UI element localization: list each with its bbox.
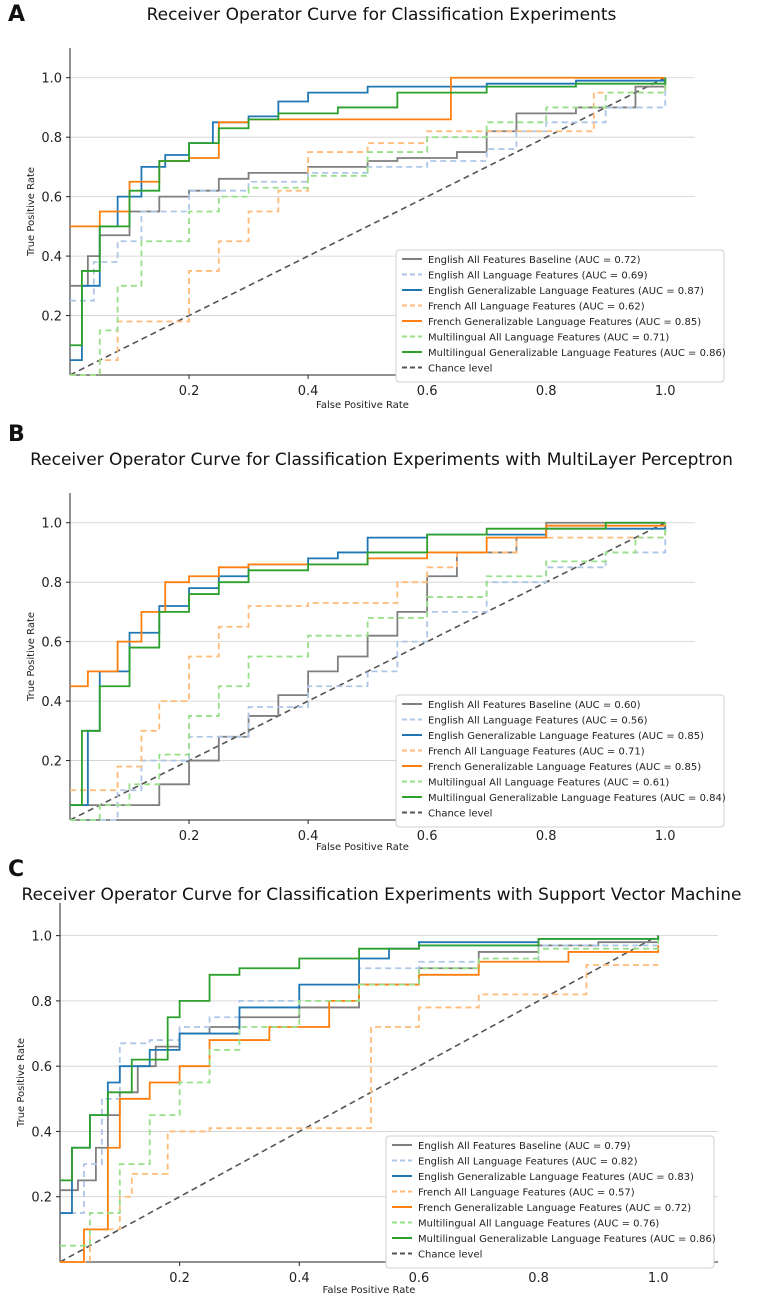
chart-title: Receiver Operator Curve for Classificati… — [21, 885, 742, 905]
series-line — [70, 77, 667, 302]
panel-a: A Receiver Operator Curve for Classifica… — [0, 0, 763, 430]
roc-chart-b: 0.2 0.4 0.6 0.8 1.0 0.2 0.4 0.6 0.8 1.0 False Posi… — [26, 493, 726, 853]
series-line — [70, 77, 667, 376]
x-tick-label: 0.6 — [417, 829, 438, 844]
legend-label: Multilingual Generalizable Language Feat… — [428, 348, 726, 359]
y-axis-label: True Positive Rate — [26, 612, 37, 702]
series-line — [69, 522, 666, 821]
panel-letter: C — [8, 857, 25, 882]
series-line — [70, 522, 667, 821]
x-tick-label: 0.6 — [409, 1271, 430, 1286]
legend-label: English Generalizable Language Features … — [428, 286, 704, 297]
series-line — [60, 935, 660, 1247]
series-line — [70, 522, 667, 688]
legend-label: English All Features Baseline (AUC = 0.7… — [418, 1141, 631, 1152]
series-line — [70, 521, 666, 807]
series-line — [69, 77, 666, 376]
y-tick-label: 0.2 — [41, 310, 62, 325]
x-tick-label: 1.0 — [648, 1271, 669, 1286]
x-tick-label: 1.0 — [655, 829, 676, 844]
y-tick-label: 0.4 — [41, 250, 62, 265]
y-tick-label: 0.2 — [31, 1191, 52, 1206]
x-axis-label: False Positive Rate — [316, 842, 409, 853]
series-line — [70, 522, 667, 792]
legend-label: French Generalizable Language Features (… — [428, 762, 701, 773]
x-tick-label: 0.2 — [179, 829, 200, 844]
panel-c: C Receiver Operator Curve for Classifica… — [0, 855, 763, 1300]
legend-box — [395, 694, 725, 828]
y-tick-label: 0.8 — [41, 131, 62, 146]
legend-label: Chance level — [428, 364, 492, 375]
legend-box — [395, 249, 725, 383]
y-tick-label: 1.0 — [41, 72, 62, 87]
legend-label: Chance level — [428, 809, 492, 820]
legend-label: English All Language Features (AUC = 0.5… — [428, 716, 648, 727]
y-tick-label: 1.0 — [31, 930, 52, 945]
y-axis-label: True Positive Rate — [16, 1038, 27, 1128]
x-tick-label: 0.4 — [298, 384, 319, 399]
legend-label: English Generalizable Language Features … — [428, 731, 704, 742]
legend-box — [385, 1135, 715, 1269]
legend-label: English All Language Features (AUC = 0.8… — [418, 1157, 638, 1168]
panel-letter: B — [8, 422, 25, 447]
legend-label: Multilingual All Language Features (AUC … — [428, 778, 669, 789]
panel-b: B Receiver Operator Curve for Classifica… — [0, 420, 763, 860]
chart-title: Receiver Operator Curve for Classificati… — [146, 5, 617, 25]
legend-label: Multilingual All Language Features (AUC … — [418, 1219, 659, 1230]
legend-label: French All Language Features (AUC = 0.57… — [418, 1188, 635, 1199]
legend-label: French All Language Features (AUC = 0.71… — [428, 747, 645, 758]
x-tick-label: 0.8 — [536, 829, 557, 844]
series-line — [70, 77, 667, 376]
panel-letter: A — [8, 2, 26, 27]
x-tick-label: 0.4 — [289, 1271, 310, 1286]
x-axis-label: False Positive Rate — [316, 400, 409, 411]
legend-label: French Generalizable Language Features (… — [428, 317, 701, 328]
series-line — [70, 77, 667, 287]
x-tick-label: 0.8 — [536, 384, 557, 399]
chart-title: Receiver Operator Curve for Classificati… — [30, 450, 733, 470]
y-tick-label: 1.0 — [41, 517, 62, 532]
legend-label: Multilingual All Language Features (AUC … — [428, 333, 669, 344]
y-tick-label: 0.4 — [31, 1125, 52, 1140]
legend-label: English All Features Baseline (AUC = 0.7… — [428, 255, 641, 266]
series-line — [60, 945, 660, 1263]
y-tick-label: 0.4 — [41, 695, 62, 710]
x-axis-label: False Positive Rate — [323, 1285, 416, 1296]
series-line — [60, 935, 660, 1214]
series-line — [59, 934, 659, 1263]
y-tick-label: 0.6 — [41, 191, 62, 206]
legend-label: French All Language Features (AUC = 0.62… — [428, 302, 645, 313]
legend-label: English Generalizable Language Features … — [418, 1172, 694, 1183]
legend-label: English All Language Features (AUC = 0.6… — [428, 271, 648, 282]
legend-label: Multilingual Generalizable Language Feat… — [418, 1234, 716, 1245]
roc-chart-c: 0.2 0.4 0.6 0.8 1.0 0.2 0.4 0.6 0.8 1.0 False Posi… — [16, 903, 718, 1296]
legend-label: English All Features Baseline (AUC = 0.6… — [428, 700, 641, 711]
series-line — [60, 964, 659, 1263]
legend-label: French Generalizable Language Features (… — [418, 1203, 691, 1214]
legend-label: Chance level — [418, 1250, 482, 1261]
series-line — [70, 77, 667, 347]
legend-label: Multilingual Generalizable Language Feat… — [428, 793, 726, 804]
y-tick-label: 0.6 — [31, 1060, 52, 1075]
x-tick-label: 1.0 — [655, 384, 676, 399]
y-tick-label: 0.2 — [41, 755, 62, 770]
x-tick-label: 0.2 — [169, 1271, 190, 1286]
roc-chart-a: 0.2 0.4 0.6 0.8 1.0 0.2 0.4 0.6 0.8 1.0 False Posi… — [26, 48, 726, 411]
y-tick-label: 0.8 — [31, 995, 52, 1010]
x-tick-label: 0.4 — [298, 829, 319, 844]
y-axis-label: True Positive Rate — [26, 167, 37, 257]
y-tick-label: 0.8 — [41, 576, 62, 591]
y-tick-label: 0.6 — [41, 636, 62, 651]
x-tick-label: 0.8 — [528, 1271, 549, 1286]
x-tick-label: 0.2 — [179, 384, 200, 399]
x-tick-label: 0.6 — [417, 384, 438, 399]
series-line — [60, 935, 660, 1182]
